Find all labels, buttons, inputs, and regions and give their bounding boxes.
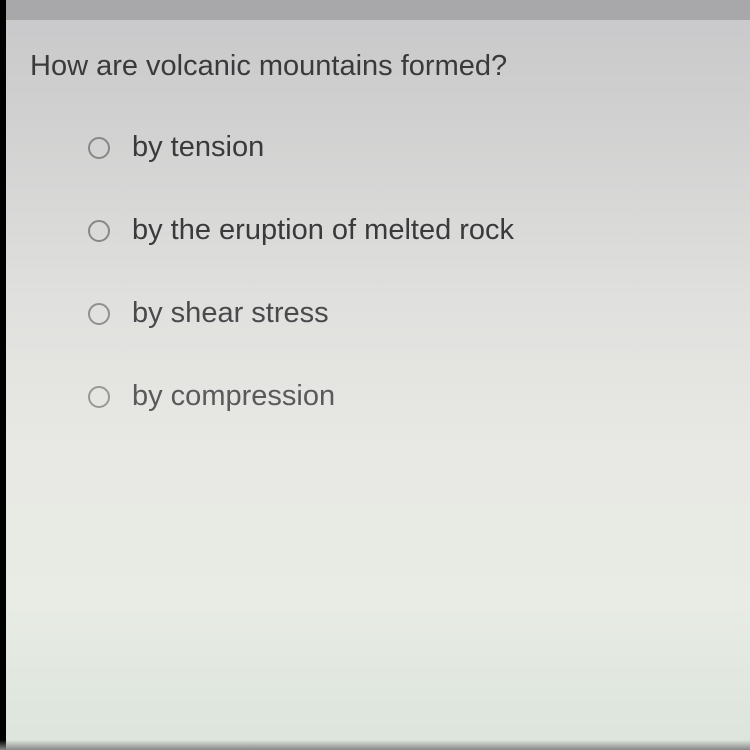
top-divider-bar [0, 0, 750, 20]
option-row[interactable]: by shear stress [88, 297, 720, 330]
question-container: How are volcanic mountains formed? by te… [0, 20, 750, 413]
option-row[interactable]: by the eruption of melted rock [88, 214, 720, 247]
option-label: by tension [132, 131, 264, 164]
option-label: by shear stress [132, 297, 329, 330]
screen-left-edge [0, 0, 6, 750]
option-label: by compression [132, 380, 335, 413]
screen-bottom-edge [0, 740, 750, 750]
option-row[interactable]: by compression [88, 380, 720, 413]
option-label: by the eruption of melted rock [132, 214, 514, 247]
radio-icon[interactable] [88, 303, 110, 325]
radio-icon[interactable] [88, 386, 110, 408]
radio-icon[interactable] [88, 220, 110, 242]
question-text: How are volcanic mountains formed? [30, 50, 720, 83]
radio-icon[interactable] [88, 137, 110, 159]
option-row[interactable]: by tension [88, 131, 720, 164]
options-container: by tension by the eruption of melted roc… [30, 131, 720, 413]
